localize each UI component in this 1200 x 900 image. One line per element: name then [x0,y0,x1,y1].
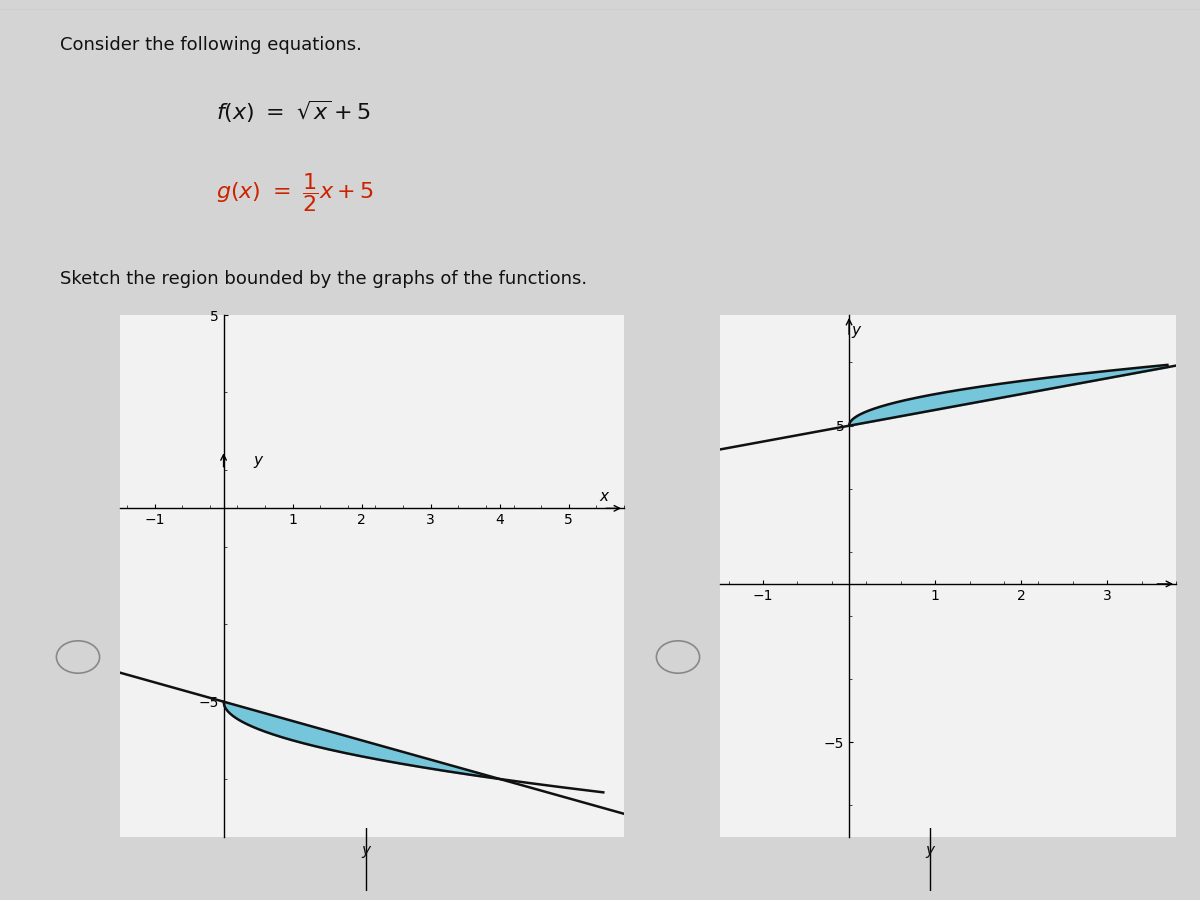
Text: $\mathit{f}(\mathit{x})\ =\ \sqrt{\mathit{x}}+5$: $\mathit{f}(\mathit{x})\ =\ \sqrt{\mathi… [216,99,371,125]
Text: x: x [599,489,608,504]
Text: Consider the following equations.: Consider the following equations. [60,36,362,54]
Text: $\mathit{g}(\mathit{x})\ =\ \dfrac{1}{2}\mathit{x}+5$: $\mathit{g}(\mathit{x})\ =\ \dfrac{1}{2}… [216,171,374,214]
Text: y: y [852,323,860,338]
Text: y: y [925,843,935,858]
Text: y: y [361,843,371,858]
Text: Sketch the region bounded by the graphs of the functions.: Sketch the region bounded by the graphs … [60,270,587,288]
Text: y: y [253,454,263,468]
